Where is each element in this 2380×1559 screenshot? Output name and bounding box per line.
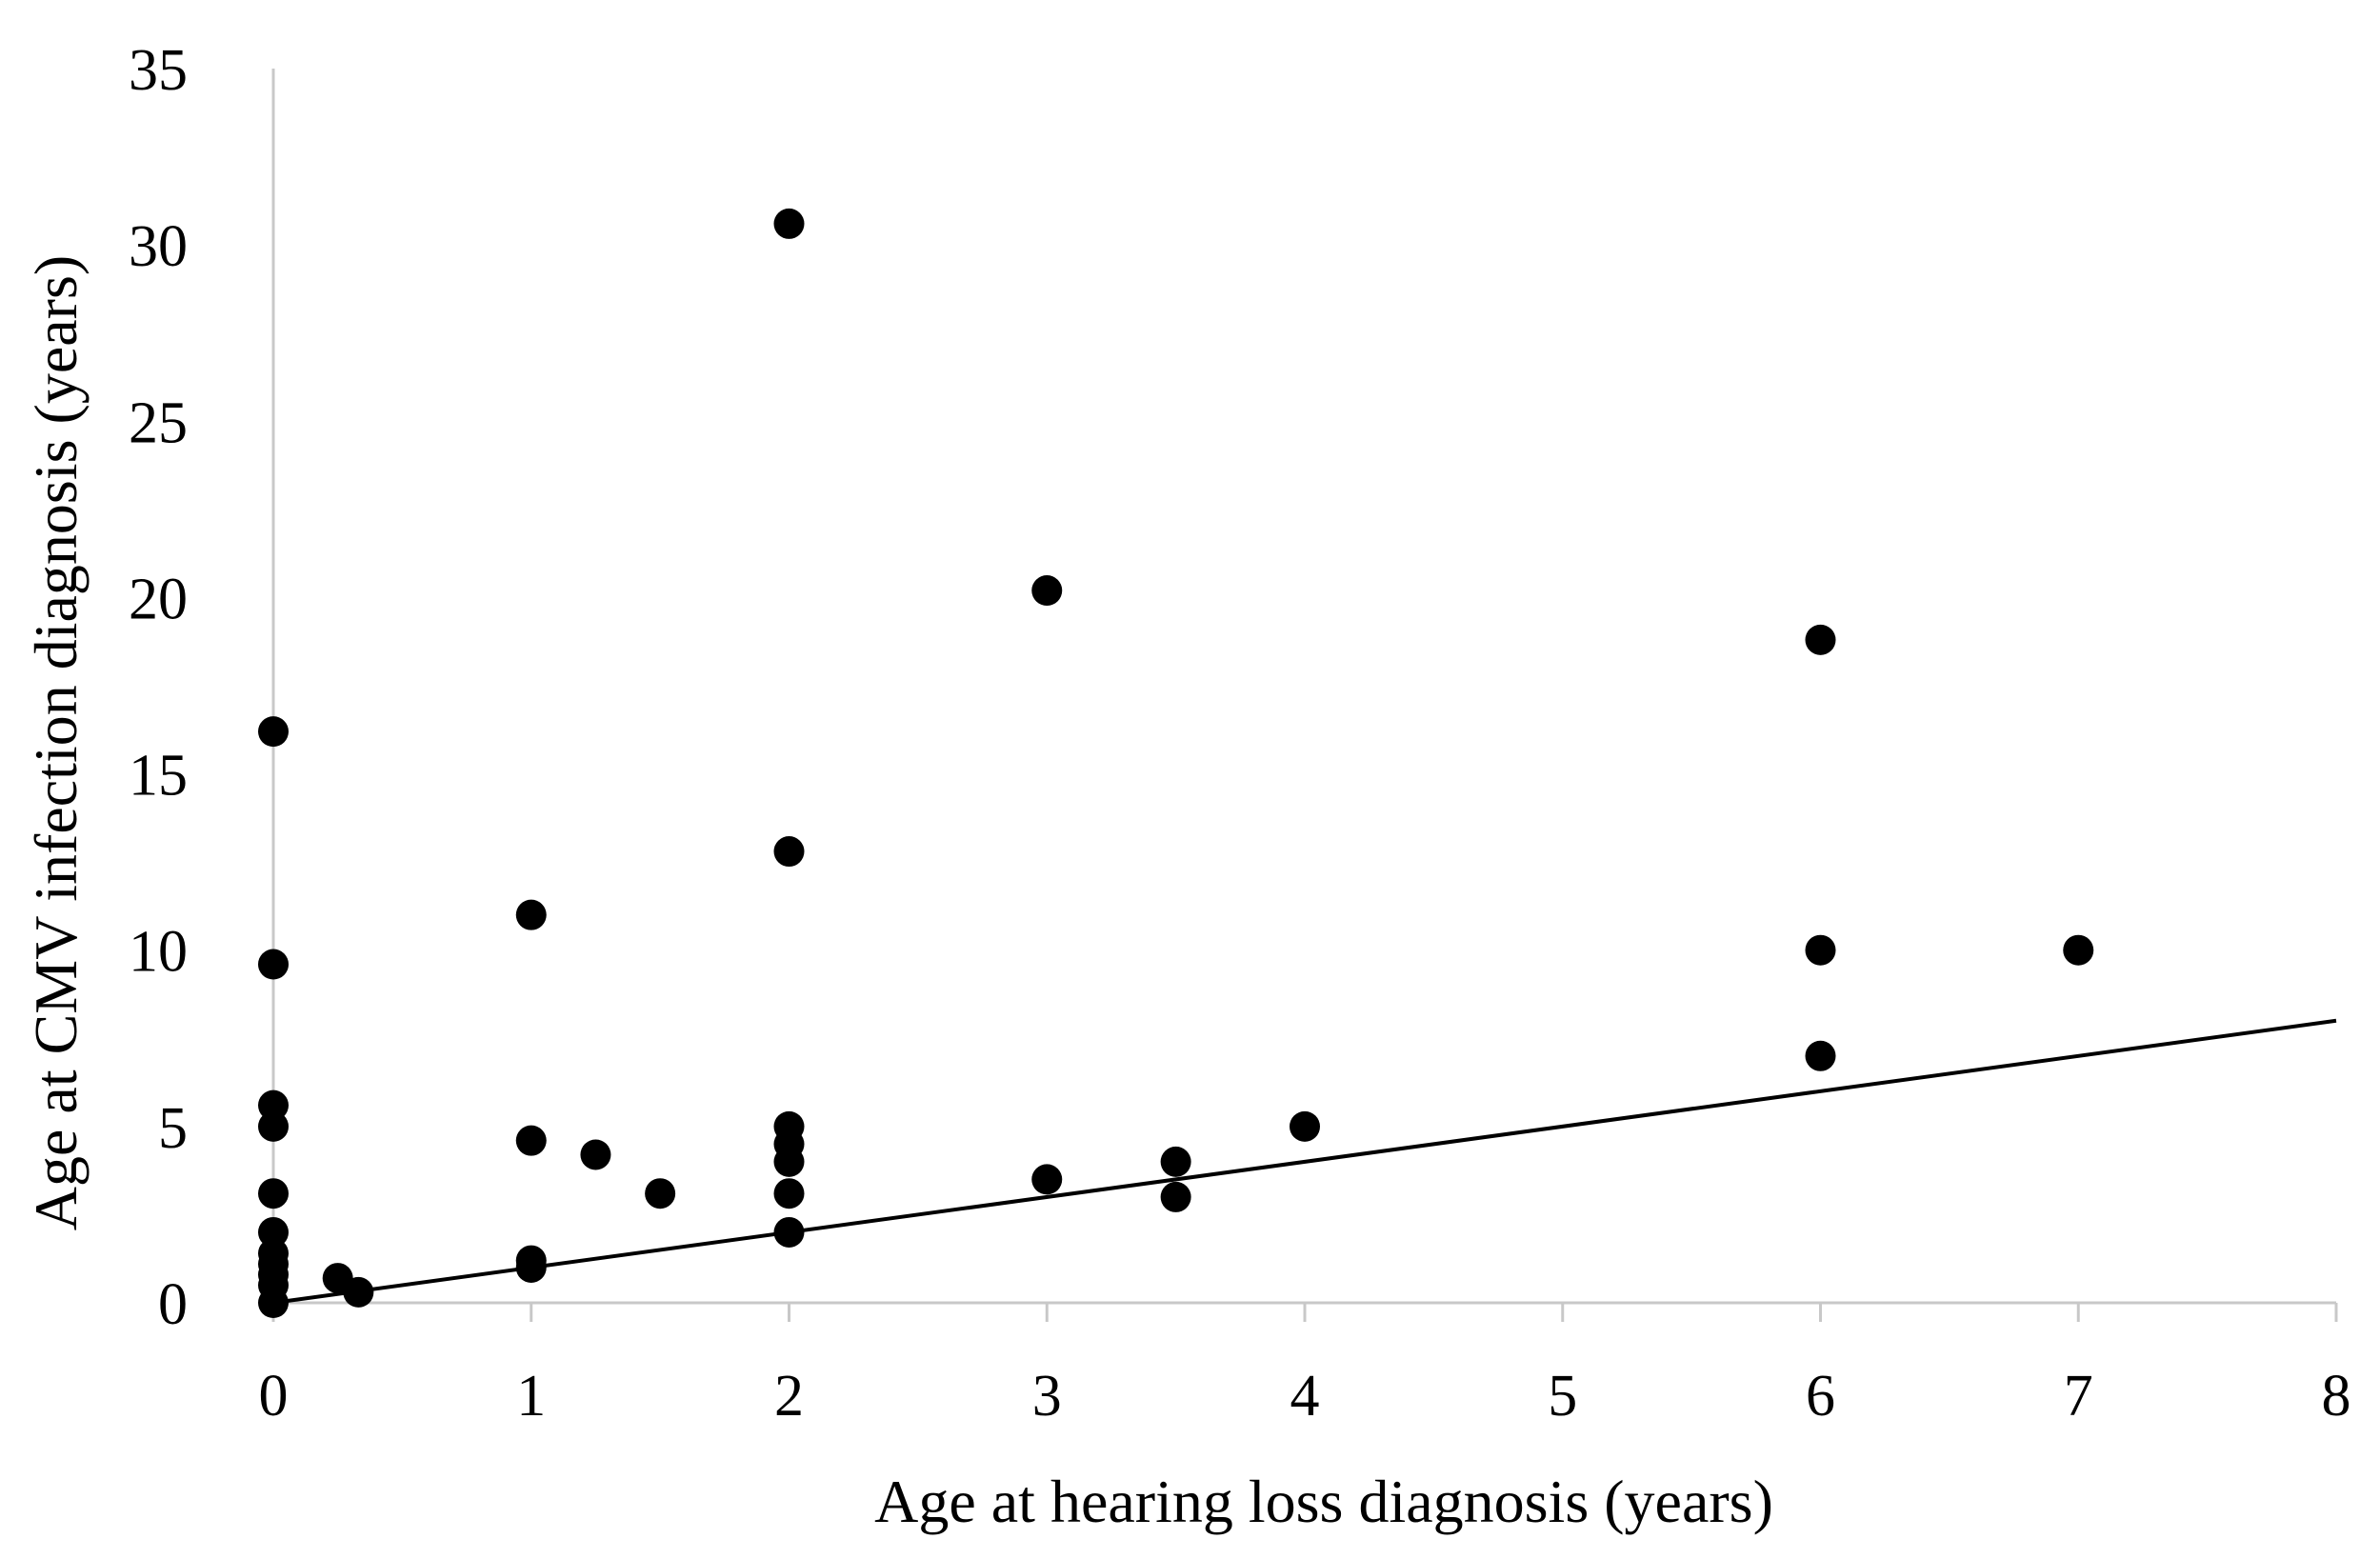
reference-line-layer: [272, 1018, 2337, 1305]
data-point: [645, 1178, 676, 1209]
data-point: [1805, 934, 1836, 966]
x-tick-label: 2: [774, 1364, 804, 1429]
data-point: [773, 208, 805, 239]
data-point: [515, 1251, 547, 1283]
data-point: [258, 1178, 289, 1209]
data-point: [773, 1146, 805, 1177]
y-tick-label: 15: [129, 744, 188, 809]
data-point: [515, 899, 547, 930]
reference-line: [272, 1018, 2337, 1305]
x-tick-label: 4: [1290, 1364, 1320, 1429]
data-point: [515, 1125, 547, 1156]
y-axis-title: Age at CMV infection diagnosis (years): [22, 255, 90, 1230]
data-point: [2063, 934, 2094, 966]
x-tick-label: 5: [1548, 1364, 1577, 1429]
data-point: [258, 1216, 289, 1248]
data-point: [258, 1089, 289, 1121]
labels-layer: 0 1 2 3 4 5 6 7 8 0 5 10 15 20 25 30 35 Age at hearing lo…: [22, 38, 2351, 1535]
y-tick-label: 20: [129, 567, 188, 631]
data-point: [1290, 1110, 1320, 1142]
data-point: [1805, 624, 1836, 655]
data-point: [258, 1110, 289, 1142]
data-point: [258, 949, 289, 980]
x-tick-label: 7: [2064, 1364, 2093, 1429]
data-point: [258, 716, 289, 748]
data-point: [1160, 1181, 1191, 1212]
data-point: [1805, 1040, 1836, 1071]
data-point: [343, 1276, 374, 1308]
x-tick-label: 1: [516, 1364, 546, 1429]
y-tick-label: 0: [158, 1272, 188, 1337]
x-tick-label: 6: [1806, 1364, 1835, 1429]
points-layer: [258, 208, 2094, 1318]
y-tick-label: 10: [129, 920, 188, 985]
x-tick-label: 3: [1032, 1364, 1062, 1429]
data-point: [1160, 1146, 1191, 1177]
y-tick-label: 5: [158, 1096, 188, 1161]
data-point: [1031, 575, 1063, 607]
data-point: [258, 1288, 289, 1318]
data-point: [773, 836, 805, 868]
x-tick-label: 8: [2322, 1364, 2351, 1429]
y-tick-label: 25: [129, 390, 188, 455]
y-tick-label: 35: [129, 38, 188, 103]
y-tick-label: 30: [129, 214, 188, 279]
x-tick-label: 0: [259, 1364, 289, 1429]
data-point: [1031, 1164, 1063, 1195]
data-point: [580, 1139, 611, 1170]
data-point: [773, 1178, 805, 1209]
x-axis-title: Age at hearing loss diagnosis (years): [874, 1468, 1773, 1535]
data-point: [773, 1216, 805, 1248]
